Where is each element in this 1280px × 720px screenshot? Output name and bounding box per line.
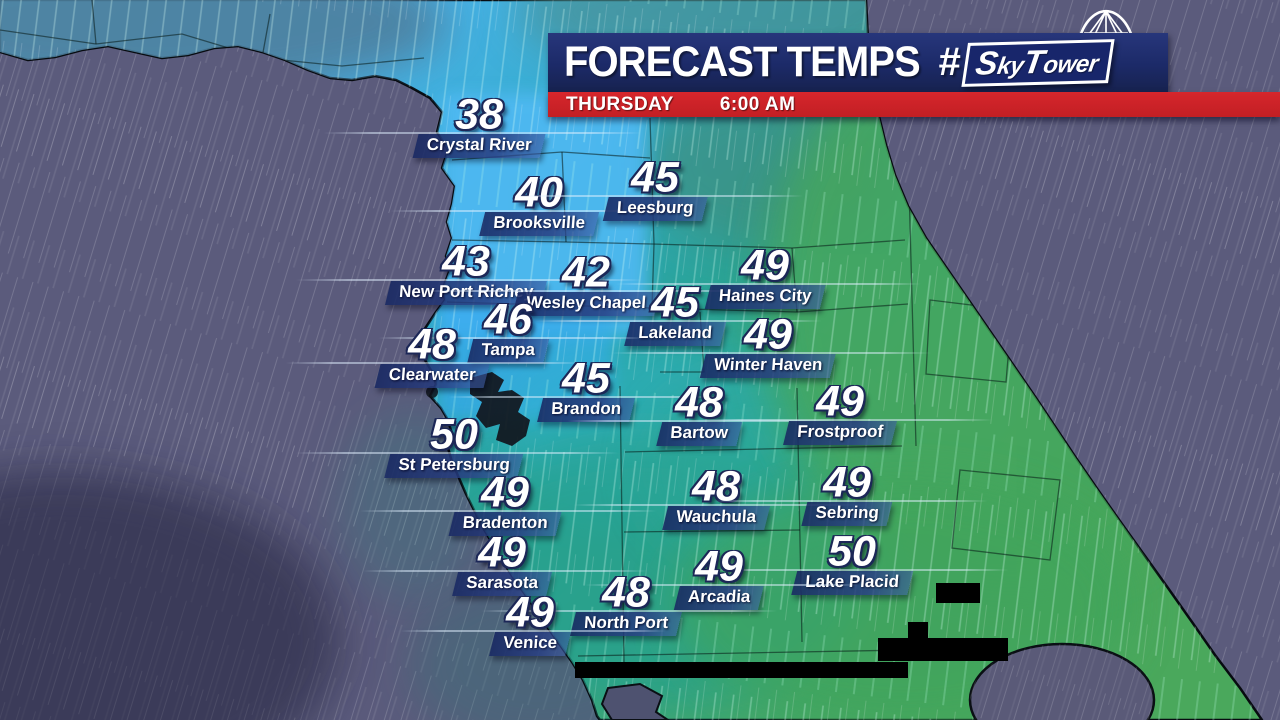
temperature-value: 45 <box>631 153 679 202</box>
temperature-value: 49 <box>741 241 789 290</box>
temperature-value: 49 <box>506 588 554 637</box>
temperature-value: 49 <box>823 458 871 507</box>
city-label: Wauchula <box>662 506 770 530</box>
city-label: Leesburg <box>602 197 708 221</box>
city-label: Brooksville <box>479 212 599 236</box>
city-label: Lake Placid <box>791 571 913 595</box>
temperature-value: 49 <box>744 310 792 359</box>
temperature-value: 45 <box>651 278 699 327</box>
city-label: Clearwater <box>374 364 490 388</box>
header-subbanner: THURSDAY 6:00 AM <box>548 92 1280 117</box>
city-label: Sebring <box>801 502 893 526</box>
city-label: Venice <box>489 632 571 656</box>
header-title: FORECAST TEMPS <box>564 38 921 86</box>
city-label: Wesley Chapel <box>512 292 660 316</box>
tampa-bay <box>470 372 530 446</box>
city-label: North Port <box>569 612 683 636</box>
temperature-value: 48 <box>692 462 740 511</box>
city-label: Haines City <box>704 285 826 309</box>
hashtag-prefix: # <box>938 40 961 84</box>
forecast-day: THURSDAY <box>566 93 674 115</box>
city-label: Crystal River <box>412 134 546 158</box>
city-label: Tampa <box>467 339 549 363</box>
temperature-value: 49 <box>695 542 743 591</box>
temperature-value: 43 <box>442 237 490 286</box>
temperature-value: 48 <box>602 568 650 617</box>
temperature-value: 45 <box>562 354 610 403</box>
temperature-value: 48 <box>675 378 723 427</box>
temperature-value: 42 <box>562 248 610 297</box>
temperature-value: 38 <box>455 90 503 139</box>
temperature-value: 49 <box>478 528 526 577</box>
charlotte-harbor <box>600 682 670 720</box>
temperature-value: 40 <box>515 168 563 217</box>
temperature-value: 50 <box>430 410 478 459</box>
data-void-bars <box>575 583 1008 678</box>
temperature-value: 50 <box>828 527 876 576</box>
city-label: Winter Haven <box>699 354 837 378</box>
city-label: Frostproof <box>783 421 897 445</box>
lake-okeechobee <box>968 642 1156 720</box>
temperature-value: 49 <box>816 377 864 426</box>
temperature-value: 49 <box>481 468 529 517</box>
city-label: Brandon <box>537 398 635 422</box>
forecast-time: 6:00 AM <box>719 93 796 115</box>
temperature-value: 46 <box>484 295 532 344</box>
city-label: Bartow <box>656 422 742 446</box>
city-label: Lakeland <box>624 322 726 346</box>
temperature-value: 48 <box>408 320 456 369</box>
city-label: Arcadia <box>673 586 765 610</box>
